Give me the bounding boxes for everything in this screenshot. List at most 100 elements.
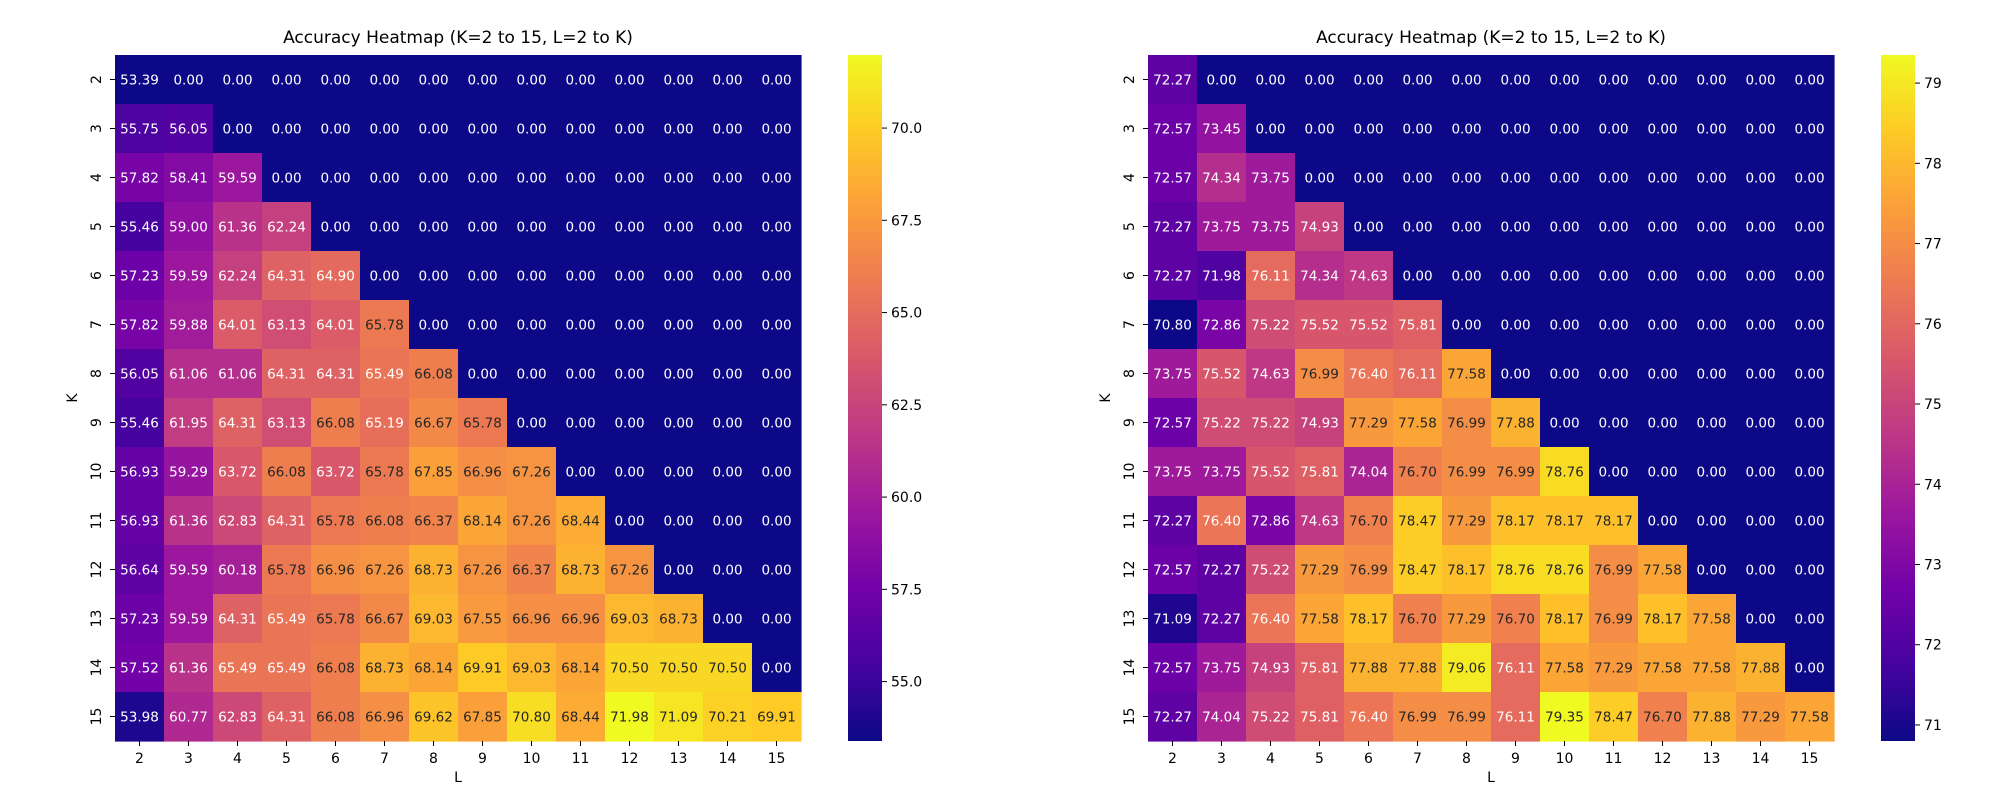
cell-value-label: 77.88 [1398,661,1437,677]
heatmap-cell [1442,447,1492,497]
heatmap-cell [360,349,410,399]
heatmap-cell [703,496,753,546]
x-tick-label: 6 [331,751,340,767]
heatmap-cell [409,202,459,252]
x-tick-label: 3 [184,751,193,767]
y-tick-label: 4 [1122,173,1138,182]
cell-value-label: 0.00 [1647,171,1677,187]
cell-value-label: 0.00 [614,416,644,432]
cell-value-label: 78.17 [1496,514,1535,530]
cell-value-label: 58.41 [169,171,208,187]
cell-value-label: 77.29 [1594,661,1633,677]
cell-value-label: 69.03 [610,612,649,628]
heatmap-cell [1687,104,1737,154]
cell-value-label: 63.72 [316,465,355,481]
heatmap-cell [1491,202,1541,252]
cell-value-label: 0.00 [1500,73,1530,89]
cell-value-label: 0.00 [516,367,546,383]
heatmap-cell [1393,153,1443,203]
cell-value-label: 56.64 [120,563,159,579]
heatmap-cell [458,104,508,154]
cell-value-label: 78.47 [1594,710,1633,726]
cell-value-label: 79.35 [1545,710,1584,726]
heatmap-cell [752,447,802,497]
heatmap-cell [654,153,704,203]
cell-value-label: 67.85 [463,710,502,726]
heatmap-cell [1442,496,1492,546]
cell-value-label: 0.00 [565,171,595,187]
cell-value-label: 67.26 [365,563,404,579]
heatmap-cell [1638,496,1688,546]
x-tick-label: 13 [670,751,688,767]
cell-value-label: 0.00 [1549,416,1579,432]
heatmap-cell [1687,349,1737,399]
heatmap-cell [1687,594,1737,644]
x-tick-label: 4 [1266,751,1275,767]
heatmap-cell [752,300,802,350]
cell-value-label: 59.59 [218,171,257,187]
heatmap-cell [1393,496,1443,546]
heatmap-cell [1638,349,1688,399]
cell-value-label: 0.00 [761,367,791,383]
colorbar-tick-label: 72 [1924,638,1942,654]
cell-value-label: 0.00 [614,73,644,89]
heatmap-cell [164,153,214,203]
cell-value-label: 70.50 [659,661,698,677]
heatmap-cell [213,153,263,203]
cell-value-label: 0.00 [369,269,399,285]
heatmap-cell [1491,349,1541,399]
heatmap-cell [1442,55,1492,105]
cell-value-label: 0.00 [1745,514,1775,530]
cell-value-label: 78.17 [1643,612,1682,628]
cell-value-label: 0.00 [1598,171,1628,187]
heatmap-cell [1785,153,1835,203]
heatmap-cell [752,643,802,693]
heatmap-cell [164,398,214,448]
heatmap-cell [1246,104,1296,154]
heatmap-cell [1687,251,1737,301]
heatmap-cell [605,692,655,742]
heatmap-cell [213,398,263,448]
cell-value-label: 77.88 [1741,661,1780,677]
cell-value-label: 0.00 [222,73,252,89]
y-tick-label: 15 [1122,708,1138,726]
heatmap-cell [1148,202,1198,252]
heatmap-cell [1295,496,1345,546]
heatmap-cell [507,496,557,546]
cell-value-label: 74.63 [1349,269,1388,285]
cell-value-label: 0.00 [1745,465,1775,481]
y-tick-label: 6 [1122,271,1138,280]
cell-value-label: 77.29 [1300,563,1339,579]
cell-value-label: 63.72 [218,465,257,481]
cell-value-label: 68.14 [463,514,502,530]
cell-value-label: 0.00 [1500,318,1530,334]
cell-value-label: 77.29 [1741,710,1780,726]
y-tick-label: 14 [89,659,105,677]
cell-value-label: 0.00 [1451,122,1481,138]
cell-value-label: 67.26 [512,465,551,481]
cell-value-label: 0.00 [663,367,693,383]
x-tick-label: 11 [572,751,590,767]
cell-value-label: 70.21 [708,710,747,726]
cell-value-label: 0.00 [1696,171,1726,187]
cell-value-label: 0.00 [1745,73,1775,89]
heatmap-cell [311,251,361,301]
cell-value-label: 0.00 [1794,416,1824,432]
heatmap-cell [1687,398,1737,448]
heatmap-cell [1393,349,1443,399]
cell-value-label: 0.00 [1451,318,1481,334]
heatmap-cell [1638,300,1688,350]
heatmap-cell [1491,55,1541,105]
cell-value-label: 63.13 [267,416,306,432]
x-tick-label: 9 [478,751,487,767]
cell-value-label: 65.49 [365,367,404,383]
heatmap-cell [1148,398,1198,448]
cell-value-label: 0.00 [1647,416,1677,432]
cell-value-label: 78.76 [1496,563,1535,579]
heatmap-cell [1393,447,1443,497]
heatmap-cell [1393,104,1443,154]
heatmap-cell [458,153,508,203]
cell-value-label: 0.00 [320,171,350,187]
cell-value-label: 0.00 [1647,514,1677,530]
cell-value-label: 0.00 [418,220,448,236]
